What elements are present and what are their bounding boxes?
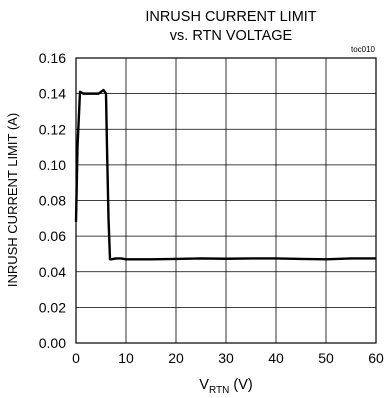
y-tick-label: 0.00 xyxy=(39,335,66,351)
y-tick-label: 0.10 xyxy=(39,157,66,173)
x-axis-label: VRTN (V) xyxy=(199,377,252,396)
x-tick-label: 50 xyxy=(318,350,334,366)
y-axis-label: INRUSH CURRENT LIMIT (A) xyxy=(5,113,20,287)
x-tick-labels: 0 10 20 30 40 50 60 xyxy=(72,350,384,366)
y-tick-label: 0.02 xyxy=(39,299,66,315)
y-tick-label: 0.12 xyxy=(39,121,66,137)
x-tick-label: 20 xyxy=(168,350,184,366)
chart-title-line-2: vs. RTN VOLTAGE xyxy=(170,28,293,44)
series-line xyxy=(74,88,376,261)
x-tick-label: 60 xyxy=(368,350,384,366)
x-tick-label: 30 xyxy=(218,350,234,366)
y-tick-label: 0.06 xyxy=(39,228,66,244)
y-tick-label: 0.16 xyxy=(39,50,66,66)
y-tick-labels: 0.00 0.02 0.04 0.06 0.08 0.10 0.12 0.14 0.16 xyxy=(39,50,66,351)
figure-tag: toc010 xyxy=(351,45,376,54)
x-tick-label: 10 xyxy=(118,350,134,366)
y-tick-label: 0.04 xyxy=(39,264,66,280)
y-tick-label: 0.08 xyxy=(39,193,66,209)
grid-lines xyxy=(75,57,377,344)
chart-title-line-1: INRUSH CURRENT LIMIT xyxy=(145,9,316,25)
x-tick-label: 40 xyxy=(268,350,284,366)
plot-frame xyxy=(75,57,377,344)
x-tick-label: 0 xyxy=(72,350,80,366)
y-tick-label: 0.14 xyxy=(39,86,66,102)
